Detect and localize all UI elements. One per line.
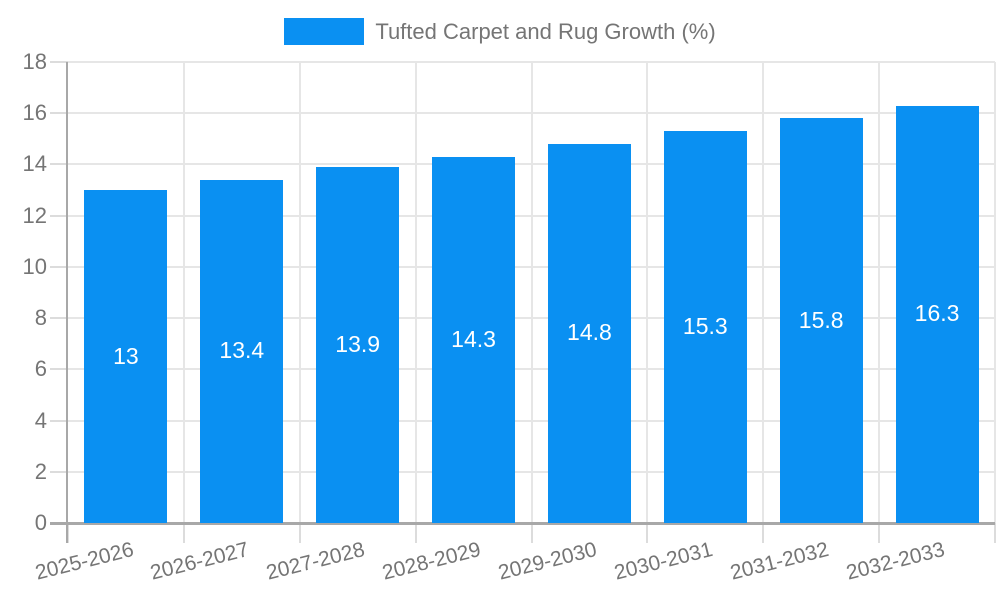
legend-label: Tufted Carpet and Rug Growth (%) bbox=[375, 18, 716, 44]
bar[interactable] bbox=[547, 143, 631, 523]
y-axis-label: 0 bbox=[34, 510, 47, 535]
grid-line-v bbox=[994, 62, 996, 523]
y-axis-label: 8 bbox=[34, 305, 47, 331]
y-axis-tick bbox=[50, 265, 68, 268]
bar[interactable] bbox=[316, 167, 400, 523]
y-axis-label: 12 bbox=[22, 202, 47, 228]
legend-swatch-icon bbox=[284, 18, 365, 45]
y-axis-tick bbox=[50, 419, 68, 422]
y-axis-label: 10 bbox=[22, 253, 47, 279]
x-axis-label: 2029-2030 bbox=[495, 538, 600, 585]
y-axis-label: 6 bbox=[34, 356, 47, 382]
x-axis-tick bbox=[67, 523, 69, 543]
y-axis-label: 2 bbox=[34, 458, 47, 484]
y-axis-tick bbox=[50, 368, 68, 371]
bar[interactable] bbox=[200, 179, 284, 523]
bar-value-label: 16.3 bbox=[914, 300, 960, 327]
bar-value-label: 13.4 bbox=[219, 337, 265, 364]
grid-line-v bbox=[530, 62, 533, 523]
x-axis-label: 2031-2032 bbox=[727, 538, 831, 585]
x-axis-tick bbox=[994, 523, 996, 543]
grid-line-v bbox=[646, 62, 649, 523]
x-axis-label: 2025-2026 bbox=[32, 538, 136, 585]
x-axis-label: 2026-2027 bbox=[148, 538, 252, 585]
x-axis-tick bbox=[414, 523, 417, 543]
bar[interactable] bbox=[84, 190, 168, 523]
bar-value-label: 13.9 bbox=[335, 331, 381, 357]
x-axis-tick bbox=[298, 523, 301, 543]
y-axis-line bbox=[66, 62, 68, 543]
y-axis-tick bbox=[50, 470, 68, 473]
x-axis-tick bbox=[762, 523, 765, 543]
bar-value-label: 13 bbox=[113, 342, 139, 369]
bar[interactable] bbox=[432, 156, 516, 523]
x-axis-tick bbox=[530, 523, 533, 543]
bar-value-label: 15.8 bbox=[798, 306, 844, 333]
y-axis-label: 4 bbox=[34, 407, 47, 433]
grid-line-v bbox=[878, 62, 881, 523]
grid-line-v bbox=[298, 62, 301, 523]
y-axis-tick bbox=[50, 112, 68, 115]
y-axis-tick bbox=[50, 317, 68, 320]
y-axis-label: 18 bbox=[22, 49, 47, 74]
legend: Tufted Carpet and Rug Growth (%) bbox=[0, 18, 1000, 45]
bar[interactable] bbox=[663, 131, 747, 523]
y-axis-tick bbox=[50, 61, 68, 63]
x-axis-tick bbox=[878, 523, 881, 543]
legend-item[interactable]: Tufted Carpet and Rug Growth (%) bbox=[284, 18, 716, 45]
x-axis-label: 2028-2029 bbox=[380, 538, 484, 585]
bar[interactable] bbox=[895, 105, 979, 523]
bar[interactable] bbox=[779, 118, 863, 523]
bar-value-label: 14.8 bbox=[567, 319, 612, 346]
bar-value-label: 15.3 bbox=[682, 313, 728, 340]
x-axis-label: 2027-2028 bbox=[264, 538, 368, 585]
grid-line-v bbox=[414, 62, 417, 523]
x-axis-label: 2032-2033 bbox=[843, 538, 947, 585]
x-axis-tick bbox=[182, 523, 185, 543]
x-axis-tick bbox=[646, 523, 649, 543]
grid-line-v bbox=[762, 62, 765, 523]
y-axis-tick bbox=[50, 214, 68, 217]
bar-value-label: 14.3 bbox=[451, 325, 496, 352]
grid-line-v bbox=[182, 62, 185, 523]
y-axis-label: 16 bbox=[22, 100, 47, 126]
x-axis-label: 2030-2031 bbox=[611, 538, 715, 585]
x-axis-line bbox=[50, 522, 995, 525]
y-axis-label: 14 bbox=[22, 151, 47, 177]
y-axis-tick bbox=[50, 163, 68, 166]
